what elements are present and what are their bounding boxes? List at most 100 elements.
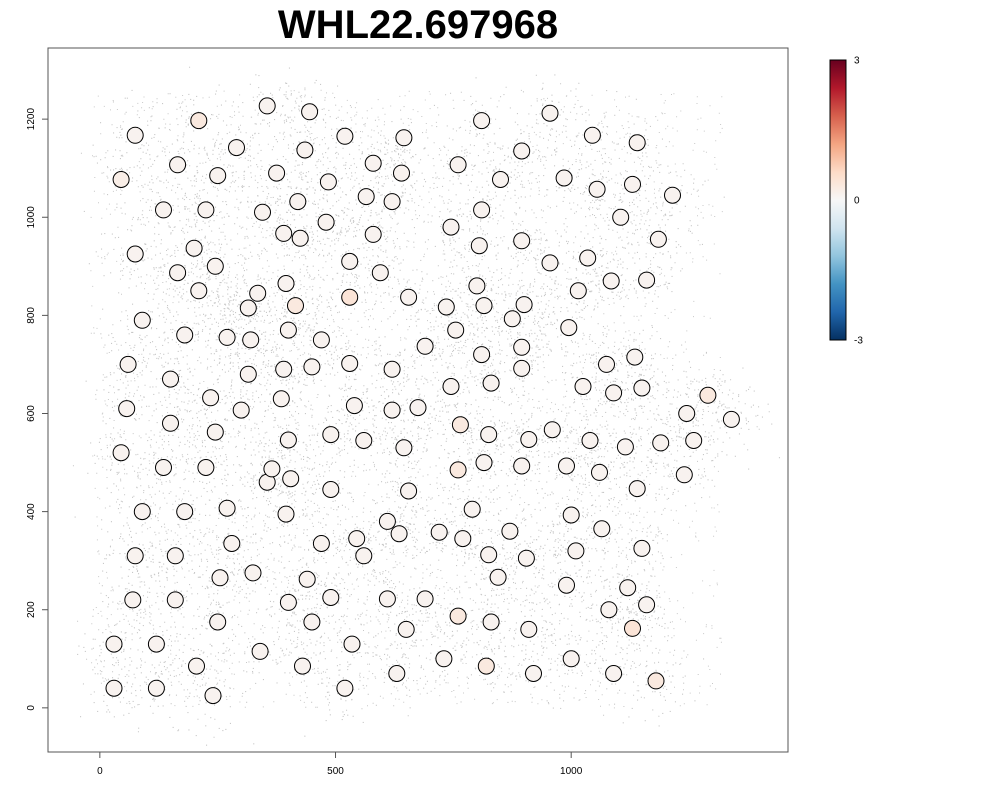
cell-marker bbox=[513, 457, 531, 475]
cell-marker bbox=[395, 129, 413, 147]
cell-marker bbox=[463, 500, 481, 518]
cell-marker bbox=[239, 365, 257, 383]
cell-marker bbox=[105, 679, 123, 697]
cell-marker bbox=[503, 310, 521, 328]
cell-marker bbox=[289, 193, 307, 211]
colorbar-tick-label: -3 bbox=[854, 336, 863, 347]
cell-marker bbox=[602, 272, 620, 290]
cell-marker bbox=[612, 208, 630, 226]
cell-marker bbox=[430, 523, 448, 541]
cell-marker bbox=[416, 337, 434, 355]
cell-marker bbox=[442, 218, 460, 236]
cell-marker bbox=[218, 499, 236, 517]
cell-marker bbox=[470, 237, 488, 255]
cell-marker bbox=[312, 535, 330, 552]
cell-marker bbox=[588, 180, 606, 198]
colorbar-gradient-bar bbox=[829, 59, 847, 341]
cell-marker bbox=[341, 288, 359, 306]
cell-marker bbox=[341, 252, 359, 270]
plot-frame bbox=[47, 47, 789, 753]
cell-marker bbox=[475, 297, 493, 315]
cell-marker bbox=[176, 326, 194, 344]
cell-marker bbox=[279, 431, 297, 449]
cell-marker bbox=[541, 254, 559, 272]
cell-marker bbox=[176, 503, 194, 521]
cell-marker bbox=[355, 547, 373, 565]
cell-marker bbox=[543, 421, 561, 439]
cell-marker bbox=[206, 257, 224, 275]
cell-marker bbox=[319, 173, 337, 191]
cell-marker bbox=[383, 193, 401, 211]
cell-marker bbox=[555, 169, 573, 187]
cell-marker bbox=[383, 360, 401, 378]
cell-marker bbox=[277, 275, 295, 292]
cell-marker bbox=[251, 642, 269, 660]
cell-marker bbox=[336, 679, 354, 697]
cell-marker bbox=[287, 297, 304, 315]
cell-marker bbox=[343, 635, 361, 653]
cell-marker bbox=[303, 613, 321, 631]
cell-marker bbox=[301, 103, 319, 121]
cell-marker bbox=[275, 224, 293, 242]
cell-marker bbox=[583, 126, 601, 144]
cell-marker bbox=[126, 547, 144, 565]
cell-marker bbox=[678, 405, 696, 422]
cell-marker bbox=[400, 482, 418, 500]
cell-marker bbox=[388, 665, 406, 682]
cell-marker bbox=[211, 569, 229, 587]
cell-marker bbox=[600, 601, 618, 619]
cell-marker bbox=[477, 657, 495, 675]
cell-marker bbox=[468, 277, 486, 295]
cell-marker bbox=[520, 620, 538, 638]
cell-marker bbox=[197, 201, 215, 219]
cell-marker bbox=[699, 386, 717, 404]
cell-marker bbox=[449, 607, 467, 625]
cell-marker bbox=[624, 619, 641, 637]
cell-marker bbox=[279, 593, 297, 611]
cell-marker bbox=[513, 142, 531, 160]
cell-marker bbox=[258, 97, 276, 115]
cell-marker bbox=[579, 249, 597, 267]
cell-marker bbox=[282, 470, 300, 488]
cell-marker bbox=[378, 512, 396, 530]
cell-marker bbox=[322, 481, 340, 498]
cell-marker bbox=[209, 167, 227, 185]
cell-marker bbox=[525, 665, 542, 682]
cell-marker bbox=[397, 620, 415, 638]
y-tick-label: 0 bbox=[26, 705, 37, 711]
cell-marker bbox=[268, 164, 286, 182]
cell-marker bbox=[416, 590, 434, 608]
cell-marker bbox=[435, 650, 453, 668]
cell-marker bbox=[190, 282, 208, 300]
cell-marker bbox=[232, 401, 250, 419]
cell-marker bbox=[473, 346, 491, 364]
cell-marker bbox=[616, 438, 634, 456]
cell-marker bbox=[244, 564, 262, 582]
cell-marker bbox=[317, 213, 335, 231]
cell-marker bbox=[722, 410, 740, 428]
cell-marker bbox=[513, 232, 531, 250]
cell-marker bbox=[209, 613, 227, 631]
cell-marker bbox=[147, 635, 165, 653]
cell-marker bbox=[475, 454, 493, 472]
cell-marker bbox=[560, 319, 578, 337]
cell-marker bbox=[520, 431, 538, 448]
cell-marker bbox=[624, 175, 641, 193]
cell-marker bbox=[581, 432, 599, 449]
y-tick-label: 200 bbox=[26, 601, 37, 618]
cell-marker bbox=[569, 282, 587, 300]
cell-marker bbox=[480, 546, 498, 564]
y-tick-label: 800 bbox=[26, 307, 37, 324]
cell-marker bbox=[517, 549, 535, 567]
cell-marker bbox=[664, 186, 681, 204]
cell-marker bbox=[364, 225, 382, 243]
cell-marker bbox=[277, 505, 295, 523]
cell-marker bbox=[348, 530, 366, 548]
cell-marker bbox=[449, 156, 467, 174]
cell-marker bbox=[155, 201, 172, 219]
cell-marker bbox=[341, 355, 359, 372]
cell-marker bbox=[638, 271, 656, 289]
cell-marker bbox=[322, 426, 340, 444]
background-cells bbox=[72, 66, 780, 746]
